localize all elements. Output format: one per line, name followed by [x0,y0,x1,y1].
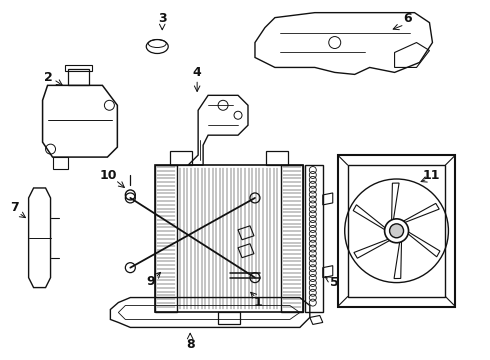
Text: 2: 2 [44,71,53,84]
Text: 10: 10 [99,168,117,181]
Text: 9: 9 [146,275,154,288]
Text: 11: 11 [423,168,440,181]
Bar [348,165,445,297]
Bar [155,165,303,312]
Text: 7: 7 [10,201,19,215]
Text: 1: 1 [254,296,262,309]
Bar [338,155,455,306]
Circle shape [390,224,404,238]
Bar [155,165,177,312]
Bar [305,165,323,312]
Text: 6: 6 [403,12,412,25]
Bar [170,151,192,165]
Circle shape [385,219,409,243]
Bar [266,151,288,165]
Bar [218,312,240,324]
Text: 8: 8 [186,338,195,351]
Text: 3: 3 [158,12,167,25]
Text: 4: 4 [193,66,201,79]
Bar [68,69,90,85]
Bar [281,165,303,312]
Bar [65,66,93,71]
Text: 5: 5 [330,276,339,289]
